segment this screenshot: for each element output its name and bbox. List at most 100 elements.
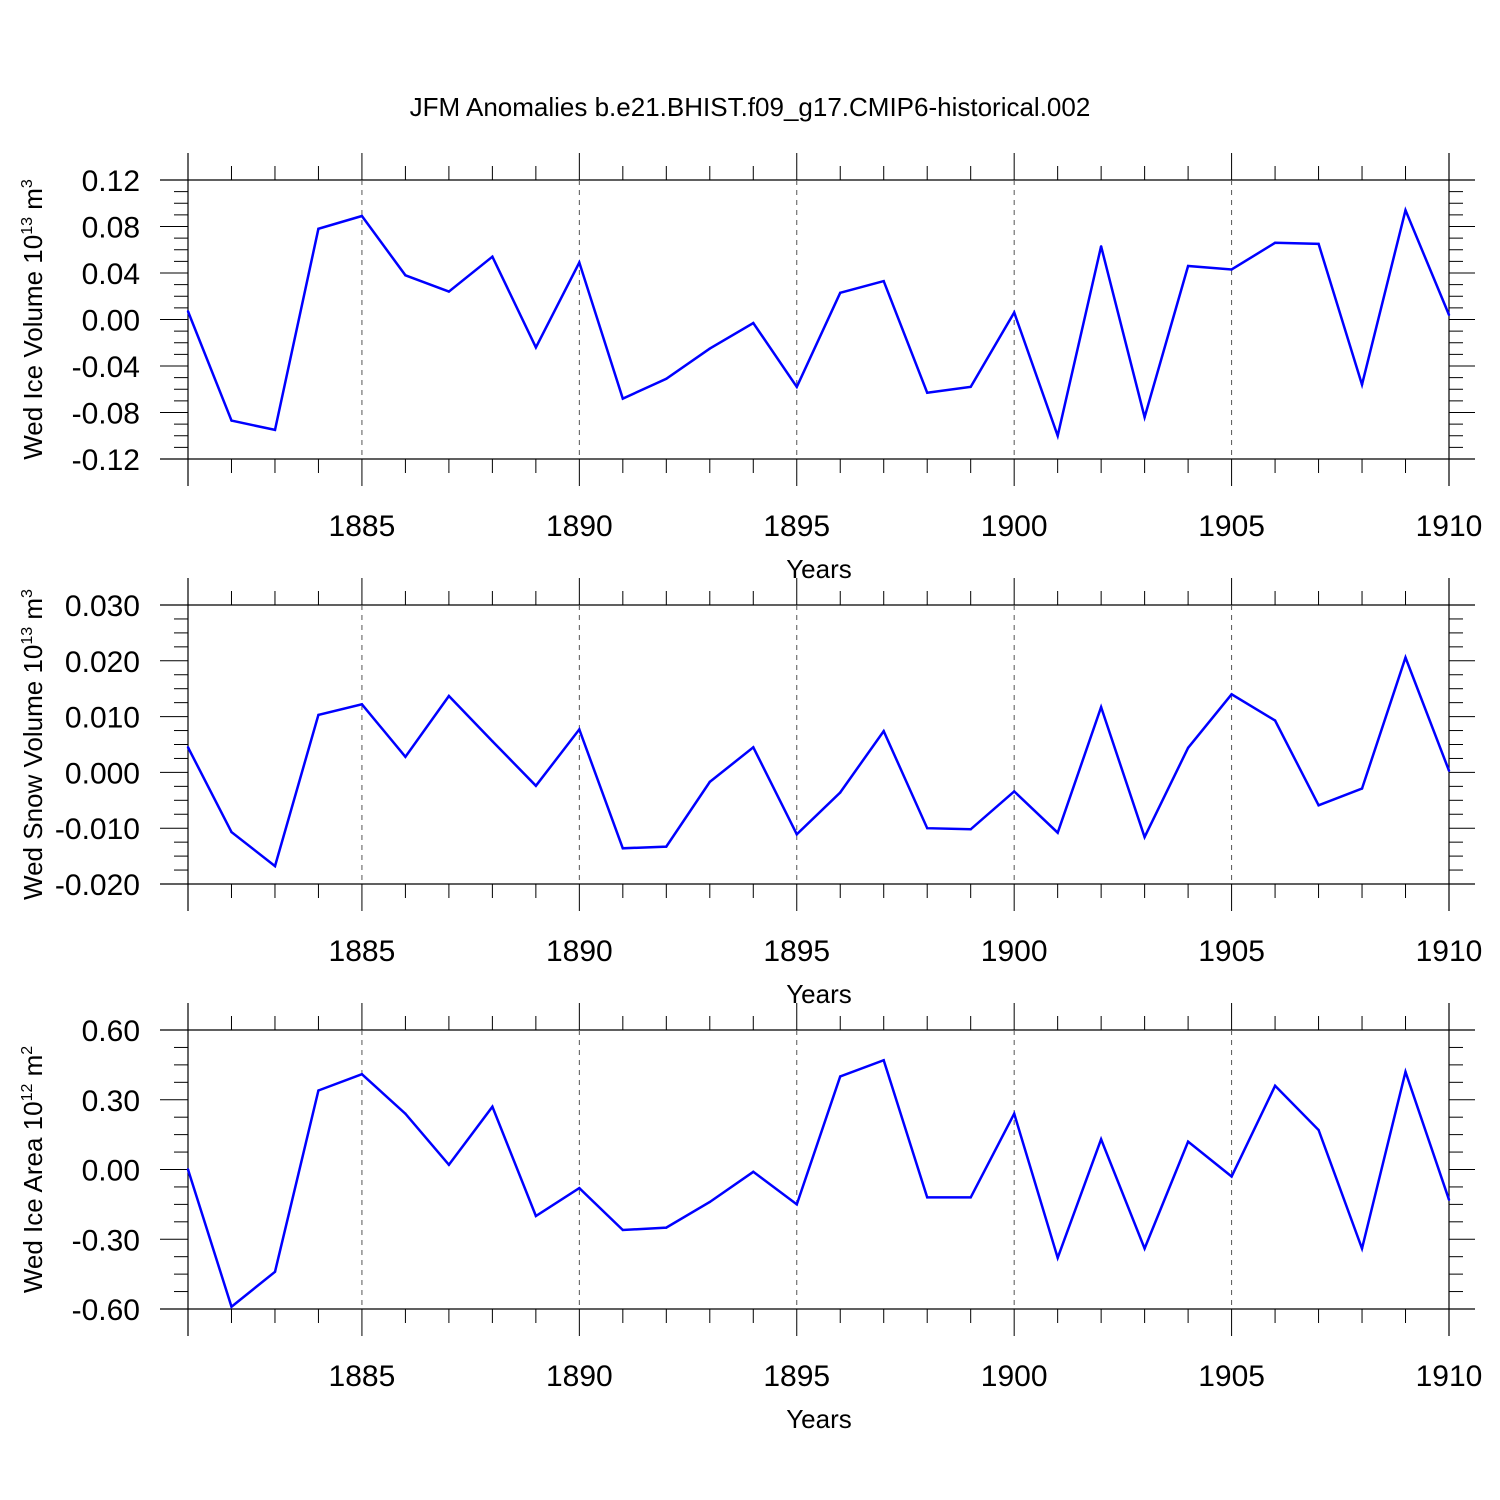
x-tick-label: 1885 [329, 935, 396, 968]
x-tick-label: 1895 [763, 1360, 830, 1393]
data-point [926, 1196, 929, 1199]
data-point [1273, 719, 1277, 722]
data-point [578, 261, 581, 264]
x-tick-label: 1905 [1198, 935, 1265, 968]
data-point [404, 755, 407, 758]
data-point [230, 1305, 233, 1308]
data-point [273, 428, 277, 432]
chart-title: JFM Anomalies b.e21.BHIST.f09_g17.CMIP6-… [410, 92, 1091, 122]
data-point [1360, 787, 1364, 790]
y-tick-label: -0.60 [72, 1294, 140, 1327]
data-point [360, 214, 364, 218]
data-point [186, 746, 190, 749]
y-axis-label: Wed Snow Volume 1013 m3 [18, 589, 48, 900]
data-point [404, 274, 407, 277]
data-point [404, 1112, 407, 1115]
y-tick-label: 0.08 [82, 212, 140, 245]
data-point [1360, 383, 1364, 386]
y-tick-label: 0.010 [65, 702, 140, 735]
data-point [839, 791, 842, 794]
x-tick-label: 1910 [1416, 510, 1483, 543]
panel-1: 1885 1890 1895 1900 1905 1910 Years 0.12 0.08 0.0… [18, 153, 1482, 584]
data-point [578, 728, 581, 731]
panel-2: 1885 1890 1895 1900 1905 1910 Years 0.030 0.020 0… [18, 578, 1482, 1009]
data-point [1186, 746, 1190, 750]
data-point [882, 1059, 885, 1062]
data-point [708, 347, 711, 350]
data-point [752, 1170, 755, 1174]
y-tick-label: -0.08 [72, 398, 140, 431]
data-point [1404, 656, 1407, 659]
x-tick-label: 1895 [763, 935, 830, 968]
y-tick-label: -0.020 [55, 869, 140, 902]
x-tick-label: 1885 [329, 1360, 396, 1393]
data-point [186, 310, 190, 313]
data-point [1012, 790, 1016, 793]
data-point [1143, 1247, 1146, 1250]
series-line [186, 206, 1451, 441]
data-point [1273, 241, 1277, 244]
panel-3: 1885 1890 1895 1900 1905 1910 Years 0.60 0.30 0.0… [18, 1003, 1482, 1434]
data-point [882, 279, 885, 283]
data-point [1317, 1128, 1320, 1132]
data-point [491, 739, 494, 743]
data-point [273, 864, 277, 868]
data-point [1099, 245, 1103, 248]
data-point [795, 385, 798, 389]
y-tick-label: 0.04 [82, 258, 140, 291]
data-point [969, 385, 972, 389]
data-point [1186, 1140, 1190, 1143]
data-point [752, 746, 755, 749]
data-point [1099, 1138, 1103, 1141]
data-point [1447, 769, 1451, 772]
data-point [1186, 264, 1190, 268]
y-tick-label: 0.00 [82, 305, 140, 338]
data-point [230, 419, 233, 422]
data-point [491, 255, 494, 258]
x-tick-label: 1910 [1416, 1360, 1483, 1393]
data-point [969, 828, 972, 831]
y-tick-label: -0.010 [55, 813, 140, 846]
data-point [665, 377, 668, 380]
data-point [534, 346, 538, 349]
data-point [1317, 242, 1320, 246]
data-point [839, 1075, 842, 1078]
data-point [969, 1196, 972, 1199]
y-tick-label: 0.12 [82, 165, 140, 198]
data-point [447, 1163, 451, 1167]
data-point [1404, 209, 1407, 212]
data-point [1360, 1247, 1364, 1250]
x-tick-label: 1900 [981, 935, 1048, 968]
x-tick-label: 1890 [546, 935, 613, 968]
series-line [186, 653, 1451, 869]
data-point [360, 1072, 364, 1076]
data-point [1012, 311, 1016, 314]
data-point [230, 830, 233, 834]
data-point [708, 780, 711, 784]
data-point [273, 1270, 277, 1274]
x-axis-label: Years [786, 979, 852, 1009]
data-point [795, 833, 798, 836]
data-point [1230, 268, 1233, 271]
data-point [1012, 1112, 1016, 1115]
data-point [665, 1226, 668, 1229]
y-tick-label: -0.04 [72, 351, 140, 384]
x-tick-label: 1910 [1416, 935, 1483, 968]
data-point [1447, 1198, 1451, 1201]
data-point [1056, 1256, 1059, 1260]
data-point [317, 713, 320, 717]
x-axis-label: Years [786, 554, 852, 584]
y-tick-label: 0.00 [82, 1155, 140, 1188]
data-point [926, 391, 929, 394]
y-tick-label: -0.30 [72, 1224, 140, 1257]
data-point [1056, 831, 1059, 834]
data-point [708, 1200, 711, 1204]
data-point [1404, 1070, 1407, 1074]
data-point [621, 847, 625, 850]
data-point [621, 1228, 625, 1232]
data-point [621, 397, 625, 400]
x-tick-label: 1900 [981, 510, 1048, 543]
series-line [186, 1058, 1451, 1309]
data-point [360, 703, 364, 706]
data-point [1056, 434, 1059, 437]
